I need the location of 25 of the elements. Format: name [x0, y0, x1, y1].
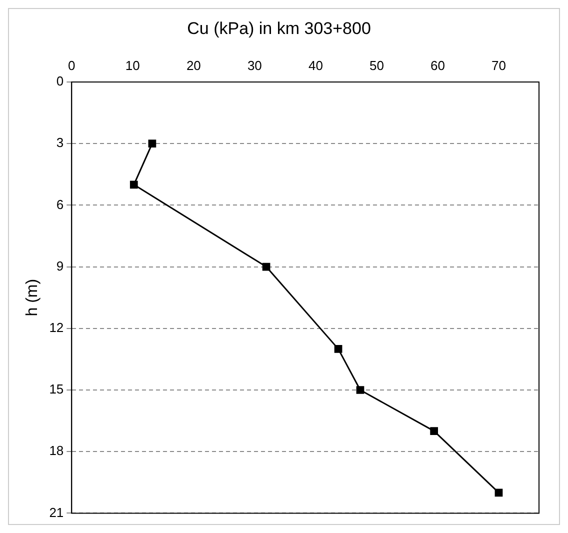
chart-title: Cu (kPa) in km 303+800: [187, 18, 371, 38]
point: [130, 180, 138, 189]
x-tick-label: 30: [247, 58, 262, 73]
y-tick-label: 9: [56, 258, 64, 274]
x-tick-label: 40: [308, 58, 323, 73]
x-tick-label: 10: [125, 58, 140, 73]
y-tick-label: 15: [49, 382, 64, 397]
y-tick-label: 3: [56, 135, 64, 150]
x-tick-label: 70: [492, 58, 506, 73]
y-tick-label: 12: [49, 320, 64, 335]
x-tick-label: 0: [68, 58, 76, 73]
point: [262, 262, 270, 271]
point: [148, 140, 156, 148]
x-tick-label: 50: [369, 58, 384, 73]
y-tick-label: 6: [56, 196, 64, 212]
y-axis-title: h (m): [24, 278, 42, 316]
x-tick-label: 20: [186, 58, 201, 73]
y-tick-label: 18: [49, 443, 64, 458]
y-tick-label: 21: [49, 504, 64, 520]
point: [430, 427, 438, 435]
point: [334, 345, 342, 353]
x-tick-label: 60: [430, 58, 445, 73]
point: [494, 488, 503, 497]
point: [356, 386, 364, 394]
y-tick-label: 0: [56, 74, 64, 89]
